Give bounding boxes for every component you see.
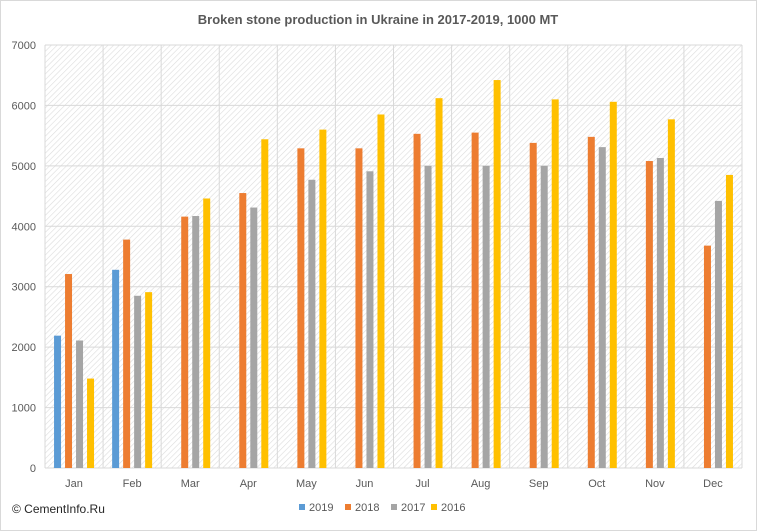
- x-tick-label: Dec: [703, 478, 723, 490]
- legend-swatch-2019: [299, 504, 305, 510]
- x-tick-label: Jun: [356, 478, 374, 490]
- bar-2017-aug: [482, 165, 490, 468]
- y-tick-label: 1000: [12, 403, 36, 415]
- gridlines: [44, 44, 743, 469]
- bar-2017-mar: [192, 216, 200, 468]
- x-tick-label: Feb: [123, 478, 142, 490]
- y-tick-label: 0: [30, 463, 36, 475]
- bar-2016-aug: [493, 80, 501, 468]
- bar-2017-jun: [366, 171, 374, 468]
- bar-2017-sep: [540, 165, 548, 468]
- bar-2016-jun: [377, 114, 385, 468]
- axes: 0 1000 2000 3000 4000 5000 6000 7000 Jan Feb Mar Ap…: [12, 40, 724, 490]
- bar-2017-jan: [76, 340, 84, 468]
- x-tick-label: Jul: [416, 478, 430, 490]
- bar-2016-mar: [203, 198, 211, 468]
- bar-2018-apr: [239, 193, 247, 469]
- bar-2016-jan: [87, 378, 95, 468]
- legend-swatch-2018: [345, 504, 351, 510]
- bar-2017-nov: [656, 158, 664, 468]
- bar-2016-may: [319, 129, 327, 468]
- bar-2017-apr: [250, 207, 258, 468]
- legend-swatch-2017: [391, 504, 397, 510]
- bar-2018-mar: [181, 216, 189, 468]
- x-tick-label: Sep: [529, 478, 549, 490]
- x-tick-label: Aug: [471, 478, 491, 490]
- x-tick-label: May: [296, 478, 317, 490]
- bars: [54, 80, 733, 469]
- bar-2017-dec: [714, 200, 722, 469]
- legend-label-2016: 2016: [441, 502, 465, 514]
- y-tick-label: 3000: [12, 282, 36, 294]
- bar-2018-jul: [413, 133, 421, 468]
- legend-swatch-2016: [431, 504, 437, 510]
- x-tick-label: Oct: [588, 478, 605, 490]
- bar-2016-jul: [435, 98, 443, 469]
- bar-2018-oct: [587, 136, 595, 468]
- y-tick-label: 7000: [12, 40, 36, 52]
- bar-2018-aug: [471, 132, 479, 468]
- legend-label-2019: 2019: [309, 502, 333, 514]
- legend: 2019 2018 2017 2016: [299, 502, 465, 514]
- bar-2016-apr: [261, 139, 269, 469]
- bar-2018-jun: [355, 148, 363, 468]
- bar-2018-feb: [123, 239, 131, 468]
- bar-2016-sep: [551, 99, 559, 468]
- bar-2017-may: [308, 179, 316, 468]
- bar-2019-feb: [112, 269, 120, 468]
- y-tick-label: 2000: [12, 342, 36, 354]
- legend-label-2017: 2017: [401, 502, 425, 514]
- bar-2018-jan: [65, 274, 73, 468]
- bar-2018-may: [297, 148, 305, 468]
- x-tick-label: Jan: [65, 478, 83, 490]
- bar-2018-nov: [645, 161, 653, 468]
- bar-2017-feb: [134, 295, 142, 468]
- bar-2016-oct: [609, 101, 617, 468]
- y-tick-label: 4000: [12, 221, 36, 233]
- bar-2018-sep: [529, 142, 537, 468]
- x-tick-label: Mar: [181, 478, 200, 490]
- bar-2017-jul: [424, 165, 432, 468]
- y-tick-label: 6000: [12, 100, 36, 112]
- bar-2017-oct: [598, 147, 606, 469]
- x-tick-label: Apr: [240, 478, 257, 490]
- bar-2019-jan: [54, 335, 62, 468]
- bar-2016-feb: [145, 292, 153, 468]
- chart-title: Broken stone production in Ukraine in 20…: [198, 12, 559, 27]
- bar-2018-dec: [703, 245, 711, 468]
- y-tick-label: 5000: [12, 161, 36, 173]
- watermark-text: © CementInfo.Ru: [12, 502, 105, 516]
- bar-2016-nov: [667, 119, 675, 468]
- legend-label-2018: 2018: [355, 502, 379, 514]
- bar-2016-dec: [725, 174, 733, 468]
- x-tick-label: Nov: [645, 478, 665, 490]
